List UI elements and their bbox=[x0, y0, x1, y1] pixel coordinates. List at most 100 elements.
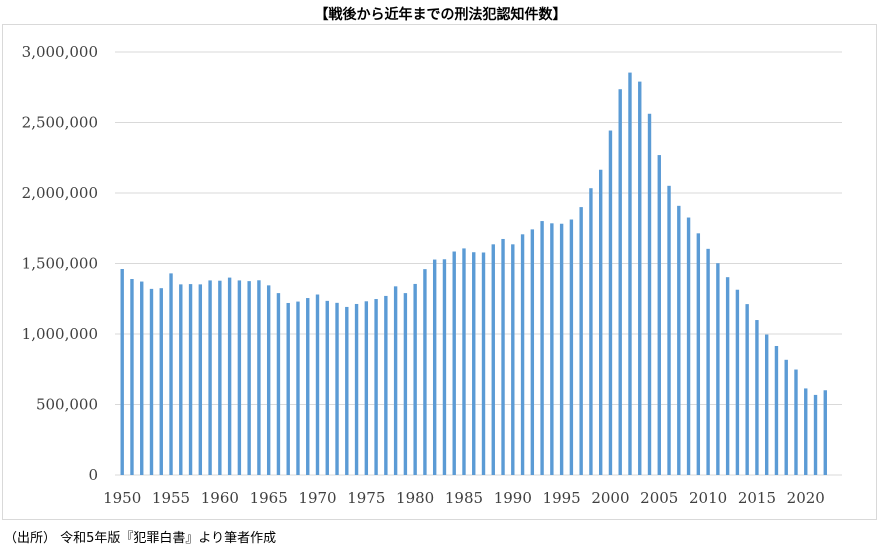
bar-1998 bbox=[589, 188, 593, 475]
bar-1975 bbox=[364, 301, 369, 475]
bar-1989 bbox=[501, 238, 505, 475]
bar-2013 bbox=[735, 289, 740, 475]
bar-2007 bbox=[677, 205, 681, 475]
bar-2018 bbox=[784, 359, 788, 475]
gridlines bbox=[115, 51, 842, 476]
chart-frame bbox=[2, 24, 877, 520]
bar-1994 bbox=[550, 223, 554, 475]
bar-1953 bbox=[149, 288, 154, 475]
bar-2002 bbox=[628, 72, 632, 475]
y-tick-label: 1,500,000 bbox=[22, 255, 98, 273]
x-tick-label: 1965 bbox=[250, 489, 288, 507]
bar-1999 bbox=[598, 169, 603, 476]
chart-title: 【戦後から近年までの刑法犯認知件数】 bbox=[314, 7, 567, 23]
bar-1959 bbox=[208, 280, 212, 475]
bar-1983 bbox=[442, 259, 447, 475]
bar-1960 bbox=[218, 280, 222, 475]
x-tick-label: 2010 bbox=[689, 489, 727, 507]
bar-2021 bbox=[813, 394, 818, 475]
x-tick-label: 2015 bbox=[738, 489, 776, 507]
bar-2015 bbox=[755, 320, 759, 475]
x-tick-label: 1975 bbox=[347, 489, 385, 507]
bar-1977 bbox=[384, 295, 388, 475]
bar-2014 bbox=[745, 304, 749, 475]
bar-1955 bbox=[169, 273, 173, 475]
bar-1969 bbox=[306, 298, 310, 475]
bar-1970 bbox=[315, 294, 320, 475]
x-tick-label: 1985 bbox=[445, 489, 483, 507]
bar-1958 bbox=[198, 284, 203, 475]
bar-1995 bbox=[559, 223, 564, 475]
bar-1982 bbox=[432, 259, 437, 475]
bar-1980 bbox=[413, 283, 417, 475]
y-axis-tick-labels: 0 500,000 1,000,000 1,500,000 2,000,000 2,500… bbox=[22, 43, 98, 484]
bar-1984 bbox=[452, 251, 456, 475]
x-tick-label: 2000 bbox=[591, 489, 629, 507]
bar-1972 bbox=[335, 302, 339, 475]
x-tick-label: 2005 bbox=[640, 489, 678, 507]
bar-1991 bbox=[520, 234, 525, 475]
bar-1997 bbox=[579, 207, 583, 475]
bar-1956 bbox=[179, 284, 183, 475]
source-note: （出所） 令和5年版『犯罪白書』より筆者作成 bbox=[4, 531, 277, 546]
bar-1954 bbox=[159, 288, 163, 475]
bar-2005 bbox=[657, 155, 661, 475]
bar-2000 bbox=[608, 130, 613, 476]
bar-1988 bbox=[491, 244, 495, 475]
bar-1996 bbox=[569, 219, 574, 475]
bar-1950 bbox=[120, 269, 124, 475]
bar-2001 bbox=[618, 89, 622, 475]
y-tick-label: 2,000,000 bbox=[22, 184, 98, 202]
bar-2019 bbox=[794, 369, 798, 475]
x-tick-label: 1955 bbox=[152, 489, 190, 507]
bar-2012 bbox=[725, 277, 730, 475]
bar-1965 bbox=[266, 285, 271, 475]
bar-2017 bbox=[774, 345, 779, 475]
bar-1992 bbox=[530, 229, 535, 475]
bar-2011 bbox=[716, 263, 720, 475]
bar-1971 bbox=[325, 300, 329, 475]
bar-1985 bbox=[462, 248, 466, 475]
bar-1990 bbox=[511, 244, 515, 475]
bar-1974 bbox=[354, 303, 359, 475]
bar-2016 bbox=[764, 334, 769, 475]
bar-1993 bbox=[540, 221, 544, 475]
bar-1967 bbox=[286, 302, 290, 475]
bar-1979 bbox=[403, 293, 408, 475]
bar-2006 bbox=[667, 185, 671, 475]
bar-2004 bbox=[647, 113, 652, 475]
x-tick-label: 1990 bbox=[494, 489, 532, 507]
bar-2003 bbox=[638, 81, 642, 476]
bar-1978 bbox=[393, 286, 398, 475]
bar-1957 bbox=[188, 284, 193, 475]
y-tick-label: 2,500,000 bbox=[22, 114, 98, 132]
bar-1952 bbox=[140, 281, 144, 475]
bar-1962 bbox=[237, 280, 242, 475]
x-tick-label: 1950 bbox=[103, 489, 141, 507]
x-tick-label: 2020 bbox=[787, 489, 825, 507]
x-tick-label: 1995 bbox=[543, 489, 581, 507]
bar-2010 bbox=[706, 248, 710, 475]
bar-1966 bbox=[276, 293, 281, 475]
x-tick-label: 1980 bbox=[396, 489, 434, 507]
bar-1973 bbox=[345, 306, 349, 475]
bar-1963 bbox=[247, 281, 251, 476]
y-tick-label: 500,000 bbox=[36, 396, 98, 414]
bar-1961 bbox=[227, 277, 232, 475]
x-tick-label: 1960 bbox=[201, 489, 239, 507]
bar-2022 bbox=[823, 390, 827, 475]
bar-1987 bbox=[481, 252, 486, 475]
bar-1964 bbox=[257, 280, 261, 475]
bar-1951 bbox=[130, 279, 134, 475]
bar-1976 bbox=[374, 299, 378, 475]
y-tick-label: 3,000,000 bbox=[22, 43, 98, 61]
x-axis-tick-labels: 1950 1955 1960 1965 1970 1975 1980 1985 1990 1995… bbox=[103, 489, 825, 507]
y-tick-label: 0 bbox=[88, 466, 98, 484]
bar-1968 bbox=[296, 301, 300, 475]
y-tick-label: 1,000,000 bbox=[22, 325, 98, 343]
bar-1981 bbox=[423, 269, 427, 475]
bar-1986 bbox=[472, 252, 476, 475]
bar-2008 bbox=[686, 217, 691, 475]
x-tick-label: 1970 bbox=[298, 489, 336, 507]
